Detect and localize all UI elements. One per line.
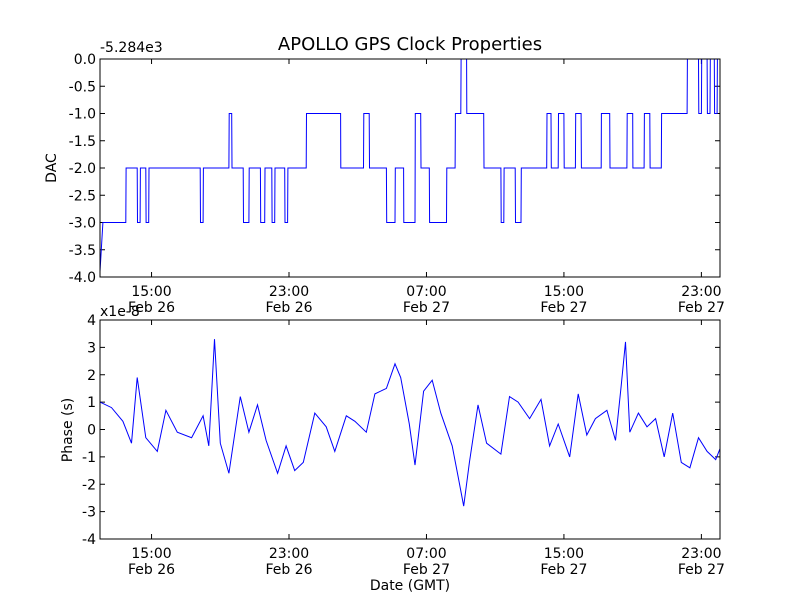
dac-tick-group: 0.0 -0.5 -1.0 -1.5 -2.0 -2.5 -3.0 -3.5 -4.0	[69, 52, 720, 286]
x-tick-label-date: Feb 27	[678, 300, 725, 316]
x-tick-label-date: Feb 27	[403, 562, 450, 578]
phase-plot-frame	[99, 319, 721, 540]
x-tick-label-date: Feb 26	[128, 300, 175, 316]
phase-series-line	[99, 339, 721, 507]
y-tick-label: 0	[87, 423, 96, 439]
dac-series-line	[99, 58, 718, 272]
x-tick-label-time: 07:00	[406, 546, 446, 562]
dac-offset-label: -5.284e3	[100, 40, 163, 56]
y-tick-label: -3.0	[69, 216, 96, 232]
y-tick-label: -2.5	[69, 188, 96, 204]
y-tick-label: -4	[82, 532, 96, 548]
dac-panel: APOLLO GPS Clock Properties -5.284e3 DAC…	[44, 34, 725, 316]
dac-plot-frame	[99, 58, 721, 278]
y-tick-label: -2	[82, 477, 96, 493]
x-tick-label-date: Feb 27	[678, 562, 725, 578]
x-tick-label-date: Feb 26	[128, 562, 175, 578]
x-tick-label-date: Feb 26	[265, 562, 312, 578]
dac-y-axis-label: DAC	[44, 153, 60, 183]
y-tick-label: 0.0	[74, 52, 96, 68]
y-tick-label: -1	[82, 450, 96, 466]
y-tick-label: 3	[87, 340, 96, 356]
x-tick-label-time: 07:00	[406, 284, 446, 300]
x-tick-label-date: Feb 27	[540, 562, 587, 578]
y-tick-label: 1	[87, 395, 96, 411]
x-tick-label-time: 15:00	[544, 284, 584, 300]
x-tick-label-time: 23:00	[269, 546, 309, 562]
phase-offset-label: x1e-8	[100, 304, 140, 320]
y-tick-label: -2.0	[69, 161, 96, 177]
x-tick-label-date: Feb 27	[403, 300, 450, 316]
y-tick-label: -0.5	[69, 79, 96, 95]
x-tick-label-date: Feb 26	[265, 300, 312, 316]
x-tick-label-time: 23:00	[681, 284, 721, 300]
x-tick-label-date: Feb 27	[540, 300, 587, 316]
x-axis-label: Date (GMT)	[370, 578, 450, 594]
x-tick-label-time: 15:00	[544, 546, 584, 562]
y-tick-label: -3.5	[69, 243, 96, 259]
y-tick-label: -1.0	[69, 107, 96, 123]
chart-title: APOLLO GPS Clock Properties	[278, 34, 542, 55]
y-tick-label: -4.0	[69, 270, 96, 286]
x-tick-label-time: 15:00	[131, 284, 171, 300]
y-tick-label: 2	[87, 368, 96, 384]
y-tick-label: -3	[82, 505, 96, 521]
x-tick-label-time: 23:00	[681, 546, 721, 562]
x-tick-label-time: 15:00	[131, 546, 171, 562]
y-tick-label: 4	[87, 313, 96, 329]
y-tick-label: -1.5	[69, 134, 96, 150]
x-tick-label-time: 23:00	[269, 284, 309, 300]
phase-y-axis-label: Phase (s)	[60, 398, 76, 462]
